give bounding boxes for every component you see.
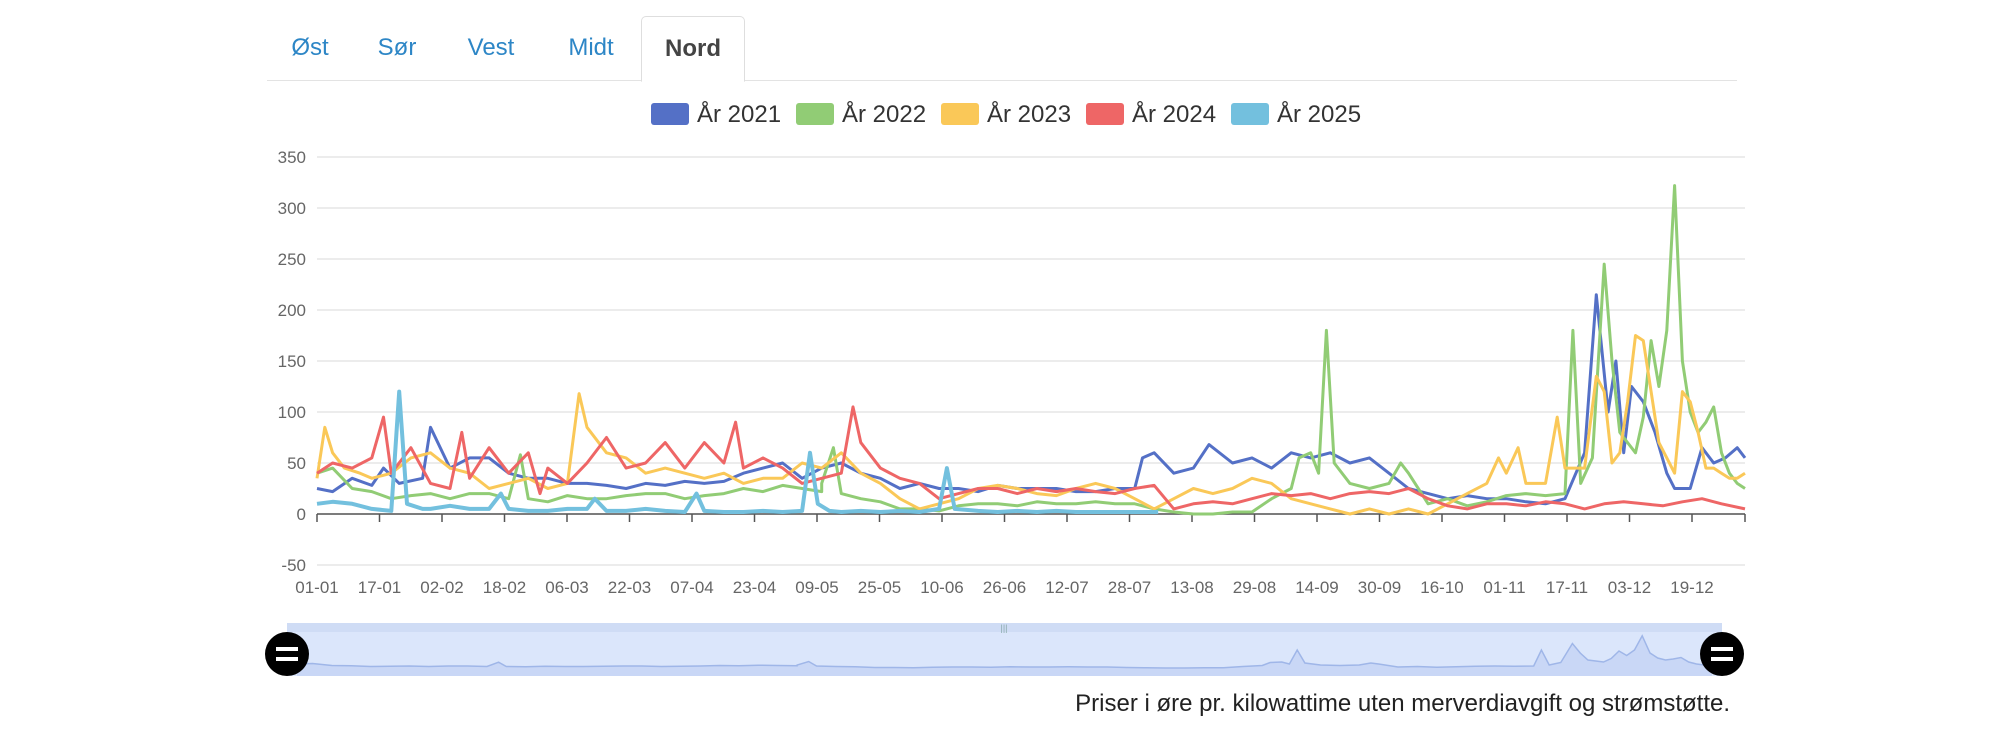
y-tick-label: 50	[287, 454, 306, 473]
x-tick-label: 16-10	[1420, 578, 1463, 597]
range-navigator[interactable]: |||	[265, 623, 1744, 676]
legend-swatch[interactable]	[941, 103, 979, 125]
x-tick-label: 17-01	[358, 578, 401, 597]
legend-label[interactable]: År 2022	[842, 100, 926, 128]
legend-swatch[interactable]	[1086, 103, 1124, 125]
y-tick-label: 350	[278, 148, 306, 167]
series-line	[315, 334, 1746, 516]
handle-grip-icon	[276, 657, 298, 661]
x-tick-label: 18-02	[483, 578, 526, 597]
navigator-grip-icon[interactable]: |||	[1000, 623, 1007, 633]
y-tick-label: -50	[281, 556, 306, 575]
y-tick-label: 300	[278, 199, 306, 218]
x-tick-label: 07-04	[670, 578, 713, 597]
y-axis: 350 300 250 200 150 100 50 0 -50	[278, 148, 306, 575]
y-tick-label: 100	[278, 403, 306, 422]
handle-circle[interactable]	[265, 632, 309, 676]
x-tick-label: 01-01	[295, 578, 338, 597]
handle-grip-icon	[276, 647, 298, 651]
x-tick-label: 01-11	[1483, 578, 1525, 597]
y-tick-label: 0	[297, 505, 306, 524]
x-tick-label: 03-12	[1608, 578, 1651, 597]
legend-label[interactable]: År 2023	[987, 100, 1071, 128]
navigator-line	[296, 634, 1713, 669]
x-tick-label: 29-08	[1233, 578, 1276, 597]
legend-label[interactable]: År 2024	[1132, 100, 1216, 128]
x-tick-label: 14-09	[1295, 578, 1338, 597]
x-tick-label: 09-05	[795, 578, 838, 597]
x-tick-label: 13-08	[1170, 578, 1213, 597]
y-tick-label: 200	[278, 301, 306, 320]
series-line	[316, 405, 1746, 511]
handle-grip-icon	[1711, 657, 1733, 661]
x-tick-label: 28-07	[1108, 578, 1151, 597]
x-tick-label: 25-05	[858, 578, 901, 597]
legend-swatch[interactable]	[1231, 103, 1269, 125]
grid	[317, 156, 1745, 566]
y-tick-label: 150	[278, 352, 306, 371]
y-tick-label: 250	[278, 250, 306, 269]
series-line	[316, 293, 1747, 506]
series-lines	[315, 184, 1747, 516]
tab-midt[interactable]: Midt	[568, 34, 614, 61]
legend: År 2021 År 2022 År 2023 År 2024 År 2025	[651, 100, 1361, 128]
navigator-area	[297, 635, 1712, 676]
x-tick-label: 26-06	[983, 578, 1026, 597]
x-tick-label: 17-11	[1546, 578, 1588, 597]
legend-label[interactable]: År 2025	[1277, 100, 1361, 128]
x-tick-label: 10-06	[920, 578, 963, 597]
legend-swatch[interactable]	[796, 103, 834, 125]
legend-label[interactable]: År 2021	[697, 100, 781, 128]
x-tick-label: 23-04	[733, 578, 776, 597]
tab-nord[interactable]: Nord	[641, 16, 745, 82]
legend-swatch[interactable]	[651, 103, 689, 125]
handle-grip-icon	[1711, 647, 1733, 651]
x-axis: 01-01 17-01 02-02 18-02 06-03 22-03 07-04 23-04…	[295, 513, 1746, 597]
x-tick-label: 22-03	[608, 578, 651, 597]
price-caption: Priser i øre pr. kilowattime uten merver…	[1075, 690, 1730, 717]
handle-circle[interactable]	[1700, 632, 1744, 676]
tab-sor[interactable]: Sør	[377, 34, 417, 61]
x-tick-label: 30-09	[1358, 578, 1401, 597]
navigator-right-handle[interactable]	[1700, 632, 1744, 676]
navigator-left-handle[interactable]	[265, 632, 309, 676]
x-tick-label: 19-12	[1670, 578, 1713, 597]
x-tick-label: 06-03	[545, 578, 588, 597]
x-tick-label: 12-07	[1045, 578, 1088, 597]
tab-vest[interactable]: Vest	[467, 34, 515, 61]
navigator-drag-bar[interactable]	[287, 623, 1722, 632]
series-line	[316, 389, 1159, 514]
tab-ost[interactable]: Øst	[291, 34, 329, 61]
region-tabs: Øst Sør Vest Midt Nord	[267, 16, 1737, 82]
x-tick-label: 02-02	[420, 578, 463, 597]
